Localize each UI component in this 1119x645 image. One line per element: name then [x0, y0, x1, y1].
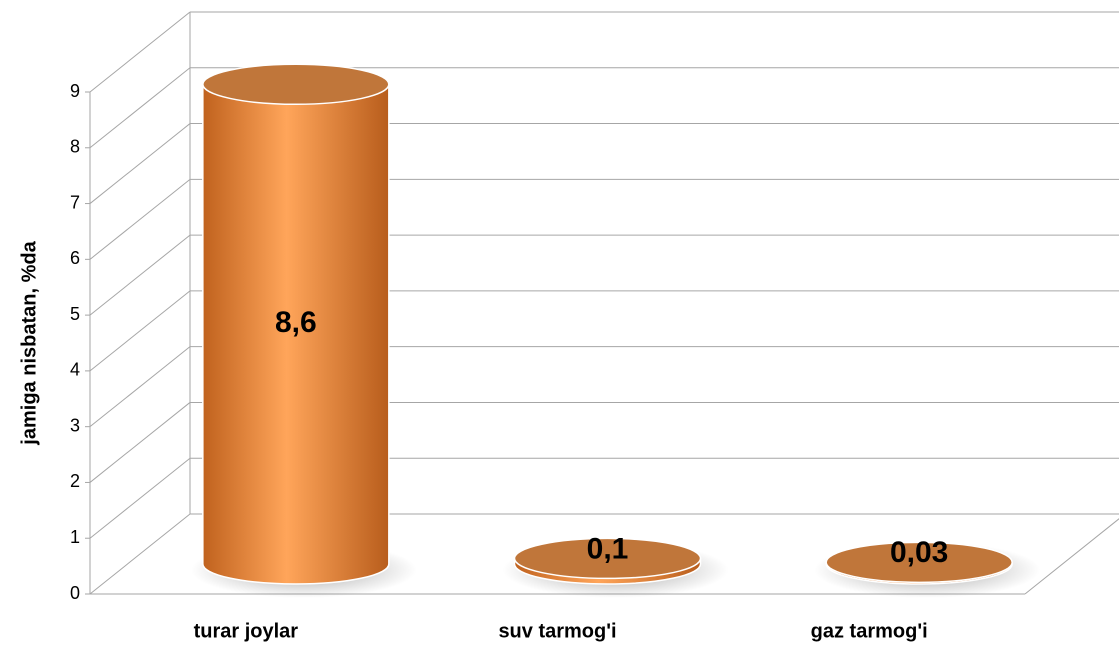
value-label: 0,1 — [587, 532, 629, 565]
y-tick-label: 6 — [70, 248, 80, 268]
bar-top — [513, 537, 702, 580]
bar — [202, 83, 390, 585]
grid-line — [89, 11, 191, 93]
bar-top — [825, 541, 1013, 584]
grid-line — [89, 402, 191, 483]
value-label: 8,6 — [275, 306, 317, 339]
y-axis-label: jamiga nisbatan, %da — [18, 240, 40, 445]
grid-line — [89, 457, 191, 539]
grid-line — [89, 346, 191, 428]
x-tick-label: suv tarmog'i — [498, 620, 616, 642]
y-tick-label: 5 — [70, 304, 80, 324]
y-tick-label: 1 — [70, 527, 80, 547]
y-tick-label: 7 — [70, 192, 80, 212]
grid-line — [89, 178, 191, 260]
y-tick-label: 0 — [70, 583, 80, 603]
bar-top — [202, 63, 390, 106]
y-tick-label: 4 — [70, 360, 80, 380]
value-label: 0,03 — [890, 536, 948, 569]
grid-line — [89, 123, 191, 204]
grid-line — [89, 234, 191, 316]
floor-edge — [1024, 518, 1119, 595]
y-tick-label: 2 — [70, 471, 80, 491]
x-tick-label: turar joylar — [194, 620, 299, 642]
grid-line — [89, 513, 191, 595]
y-tick-label: 9 — [70, 81, 80, 101]
grid-line — [89, 290, 191, 372]
grid-line — [89, 67, 191, 149]
y-tick-label: 8 — [70, 137, 80, 157]
x-tick-label: gaz tarmog'i — [811, 620, 928, 642]
y-tick-label: 3 — [70, 415, 80, 435]
